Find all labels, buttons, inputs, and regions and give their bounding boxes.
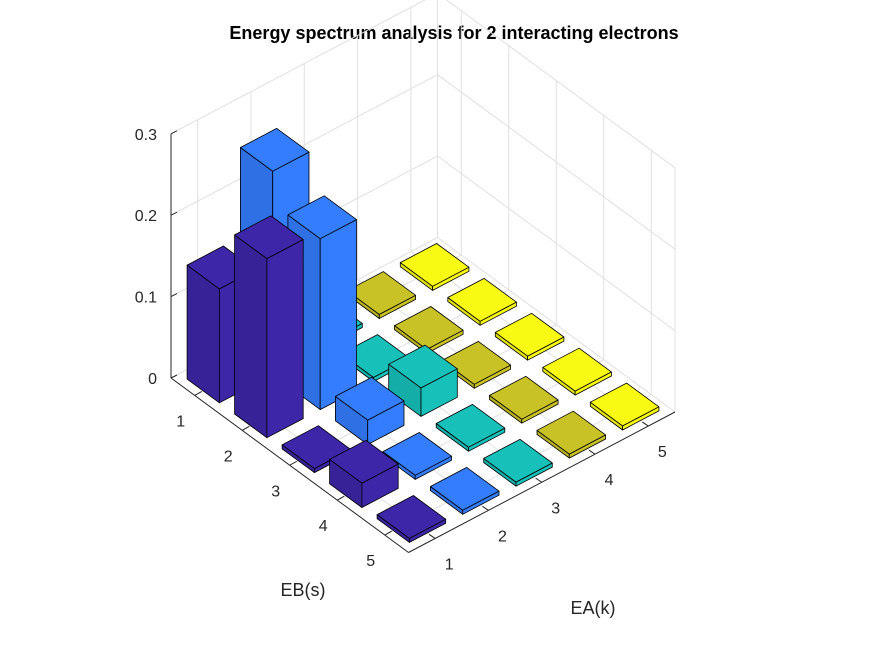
bar-top-face bbox=[388, 344, 458, 389]
bar-top-face bbox=[542, 347, 612, 392]
wall-grid-line bbox=[445, 0, 676, 169]
bar-top-face bbox=[589, 382, 660, 427]
y-tick-mark bbox=[242, 425, 250, 431]
bar-EB2-EA4 bbox=[394, 306, 464, 354]
bar-left-face bbox=[234, 234, 268, 439]
bar-top-face bbox=[287, 195, 357, 240]
bar-EB5-EA5 bbox=[589, 382, 660, 431]
bar-top-face bbox=[399, 243, 470, 287]
y-tick-label: 2 bbox=[224, 448, 233, 465]
y-tick-label: 3 bbox=[271, 483, 280, 500]
x-tick-mark bbox=[535, 477, 543, 483]
x-tick-label: 3 bbox=[551, 500, 560, 517]
x-axis-label: EA(k) bbox=[571, 598, 616, 618]
bar-EB1-EA4 bbox=[346, 271, 417, 319]
bar-top-face bbox=[334, 376, 405, 421]
x-tick-label: 2 bbox=[498, 528, 507, 545]
wall-grid-line bbox=[170, 74, 438, 216]
bar-front-face bbox=[319, 219, 357, 411]
y-tick-mark bbox=[337, 495, 345, 501]
bar-EB4-EA5 bbox=[542, 347, 612, 396]
z-tick-mark bbox=[170, 130, 178, 135]
bar-EB4-EA4 bbox=[489, 375, 559, 424]
x-tick-mark bbox=[642, 421, 649, 427]
bar-top-face bbox=[441, 340, 512, 385]
z-tick-mark bbox=[170, 293, 178, 298]
z-tick-label: 0 bbox=[148, 371, 157, 388]
bar-EB3-EA3 bbox=[388, 344, 458, 417]
bar-top-face bbox=[239, 127, 310, 172]
bar-top-face bbox=[447, 277, 517, 322]
tick-labels: 0 0.1 0.2 0.3 1 2 3 4 5 1 2 3 4 5 bbox=[135, 127, 667, 574]
y-tick-label: 5 bbox=[366, 553, 375, 570]
bar-top-face bbox=[536, 410, 606, 455]
bar-EB3-EA2 bbox=[334, 376, 405, 445]
y-tick-mark bbox=[384, 530, 392, 536]
y-tick-mark bbox=[194, 391, 202, 396]
bar-top-face bbox=[435, 403, 506, 448]
chart-title: Energy spectrum analysis for 2 interacti… bbox=[229, 23, 678, 43]
bar-EB3-EA5 bbox=[494, 312, 565, 361]
bar-EB4-EA1 bbox=[329, 439, 399, 508]
bar-EB4-EA3 bbox=[435, 403, 506, 452]
wall-grid-line bbox=[437, 74, 676, 250]
z-tick-label: 0.2 bbox=[135, 208, 157, 225]
bar-top-face bbox=[429, 466, 500, 511]
bar-top-face bbox=[494, 312, 565, 357]
bar-top-face bbox=[394, 306, 464, 350]
bar-top-face bbox=[346, 271, 417, 315]
wall-grid-line bbox=[437, 155, 676, 332]
bar-EB5-EA4 bbox=[536, 410, 606, 459]
z-tick-label: 0.1 bbox=[135, 290, 157, 307]
bar-top-face bbox=[489, 375, 559, 420]
bar-EB5-EA3 bbox=[483, 438, 553, 487]
bar-top-face bbox=[329, 439, 399, 484]
z-tick-mark bbox=[170, 374, 178, 379]
y-axis-label: EB(s) bbox=[281, 580, 326, 600]
x-tick-mark bbox=[482, 505, 489, 511]
bar-EB1-EA5 bbox=[399, 243, 470, 291]
bar-top-face bbox=[234, 215, 304, 260]
x-tick-label: 5 bbox=[658, 444, 667, 461]
x-tick-mark bbox=[588, 449, 596, 455]
bar-EB2-EA1 bbox=[234, 215, 304, 439]
wall-grid-line bbox=[170, 0, 426, 135]
y-tick-label: 1 bbox=[176, 413, 185, 430]
bars bbox=[186, 127, 660, 543]
bar-top-face bbox=[483, 438, 553, 483]
bar-EB5-EA2 bbox=[429, 466, 500, 515]
bar-top-face bbox=[382, 432, 452, 476]
x-tick-label: 1 bbox=[445, 556, 454, 573]
x-tick-mark bbox=[428, 534, 436, 539]
bar-top-face bbox=[376, 495, 447, 539]
z-tick-label: 0.3 bbox=[135, 127, 157, 144]
bar-EB5-EA1 bbox=[376, 495, 447, 543]
y-tick-label: 4 bbox=[319, 518, 328, 535]
bar-front-face bbox=[266, 239, 304, 439]
bar-EB2-EA5 bbox=[447, 277, 517, 326]
wall-grid-line bbox=[437, 237, 676, 413]
y-tick-mark bbox=[289, 460, 297, 466]
z-tick-mark bbox=[170, 211, 178, 216]
x-tick-label: 4 bbox=[605, 472, 614, 489]
